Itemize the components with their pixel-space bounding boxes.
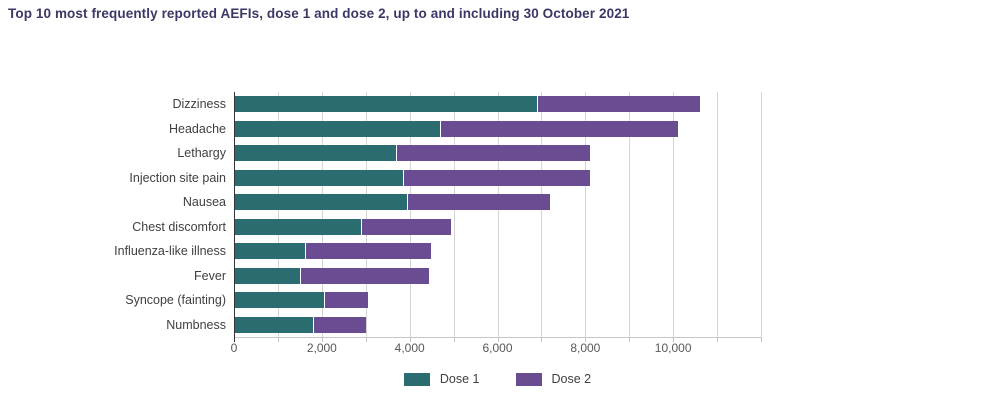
y-axis-baseline: [234, 92, 235, 337]
gridline: [453, 92, 455, 337]
gridline: [497, 92, 499, 337]
gridline: [277, 92, 279, 337]
axis-tick: [717, 337, 719, 342]
axis-tick: [277, 337, 279, 342]
axis-tick: [761, 337, 762, 342]
bar-segment-dose2-syncope-fainting-: [325, 292, 368, 308]
bar-segment-dose1-syncope-fainting-: [234, 292, 325, 308]
bar-segment-dose1-injection-site-pain: [234, 170, 404, 186]
bar-segment-dose2-numbness: [314, 317, 366, 333]
category-label: Influenza-like illness: [114, 244, 226, 258]
axis-tick: [453, 337, 455, 342]
bar-segment-dose2-nausea: [408, 194, 551, 210]
gridline: [629, 92, 631, 337]
gridline: [585, 92, 587, 337]
x-tick-label: 4,000: [394, 341, 425, 355]
bar-segment-dose1-lethargy: [234, 145, 397, 161]
axis-tick: [673, 337, 675, 342]
x-tick-label: 6,000: [482, 341, 513, 355]
gridline: [717, 92, 719, 337]
gridline: [673, 92, 675, 337]
bar-segment-dose1-nausea: [234, 194, 408, 210]
gridline: [321, 92, 323, 337]
x-tick-label: 8,000: [570, 341, 601, 355]
category-label: Chest discomfort: [132, 220, 226, 234]
chart-title: Top 10 most frequently reported AEFIs, d…: [8, 6, 630, 21]
category-label: Injection site pain: [129, 171, 226, 185]
bar-segment-dose2-dizziness: [538, 96, 700, 112]
category-label: Nausea: [182, 195, 226, 209]
axis-tick: [629, 337, 631, 342]
axis-tick: [497, 337, 499, 342]
bar-segment-dose1-influenza-like-illness: [234, 243, 306, 259]
bar-segment-dose1-chest-discomfort: [234, 219, 362, 235]
legend-label-dose1: Dose 1: [439, 372, 480, 386]
category-label: Headache: [169, 122, 226, 136]
axis-tick: [585, 337, 587, 342]
axis-tick: [541, 337, 543, 342]
bar-segment-dose2-injection-site-pain: [404, 170, 590, 186]
x-tick-label: 0: [230, 341, 238, 355]
category-label: Syncope (fainting): [125, 293, 226, 307]
legend-swatch-dose2-icon: [515, 372, 542, 386]
bar-segment-dose2-chest-discomfort: [362, 219, 452, 235]
bar-segment-dose2-headache: [441, 121, 678, 137]
category-label: Numbness: [166, 318, 226, 332]
bar-segment-dose1-headache: [234, 121, 441, 137]
gridline: [409, 92, 411, 337]
axis-tick: [365, 337, 367, 342]
gridline: [541, 92, 543, 337]
legend: Dose 1 Dose 2: [234, 369, 761, 389]
bar-segment-dose1-dizziness: [234, 96, 538, 112]
x-tick-label: 10,000: [654, 341, 692, 355]
x-tick-label: 2,000: [306, 341, 337, 355]
category-label: Fever: [194, 269, 226, 283]
legend-label-dose2: Dose 2: [551, 372, 592, 386]
gridline: [365, 92, 367, 337]
bar-segment-dose1-fever: [234, 268, 300, 284]
gridline: [761, 92, 762, 337]
bar-segment-dose2-lethargy: [397, 145, 590, 161]
axis-tick: [409, 337, 411, 342]
axis-tick: [321, 337, 323, 342]
plot-area: [234, 92, 762, 338]
legend-swatch-dose1-icon: [403, 372, 430, 386]
category-label: Lethargy: [177, 146, 226, 160]
bar-segment-dose2-influenza-like-illness: [306, 243, 431, 259]
bar-segment-dose1-numbness: [234, 317, 314, 333]
category-label: Dizziness: [172, 97, 227, 111]
axis-tick: [234, 337, 235, 342]
bar-segment-dose2-fever: [300, 268, 429, 284]
